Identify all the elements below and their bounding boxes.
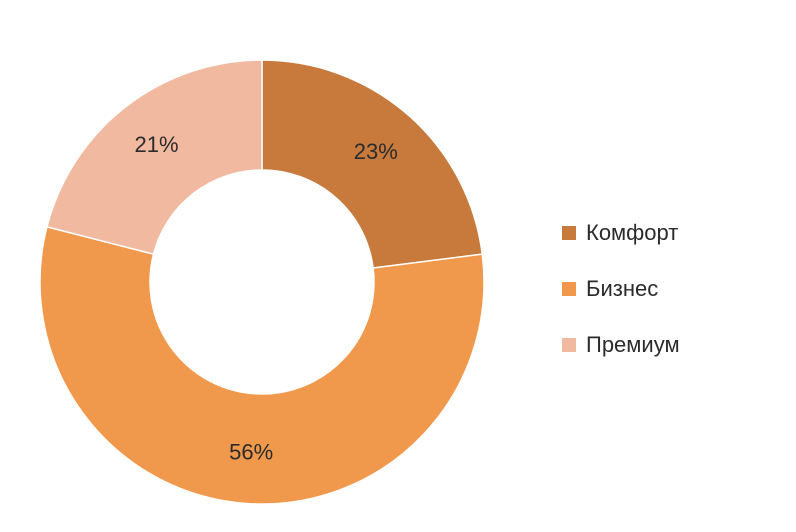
legend-item-biznes: Бизнес — [562, 274, 680, 304]
slice-komfort — [261, 59, 484, 269]
legend-item-komfort: Комфорт — [562, 218, 680, 248]
slice-biznes — [39, 225, 485, 505]
legend-swatch-biznes — [562, 282, 576, 296]
legend-label-biznes: Бизнес — [586, 276, 659, 301]
legend-item-premium: Премиум — [562, 330, 680, 360]
legend-swatch-premium — [562, 338, 576, 352]
slice-premium — [46, 59, 263, 256]
legend-label-premium: Премиум — [586, 332, 680, 357]
data-label-premium: 21% — [135, 132, 179, 157]
legend-swatch-komfort — [562, 226, 576, 240]
data-label-biznes: 56% — [229, 439, 273, 464]
legend-label-komfort: Комфорт — [586, 220, 679, 245]
legend: Комфорт Бизнес Премиум — [562, 218, 680, 360]
data-label-komfort: 23% — [354, 139, 398, 164]
